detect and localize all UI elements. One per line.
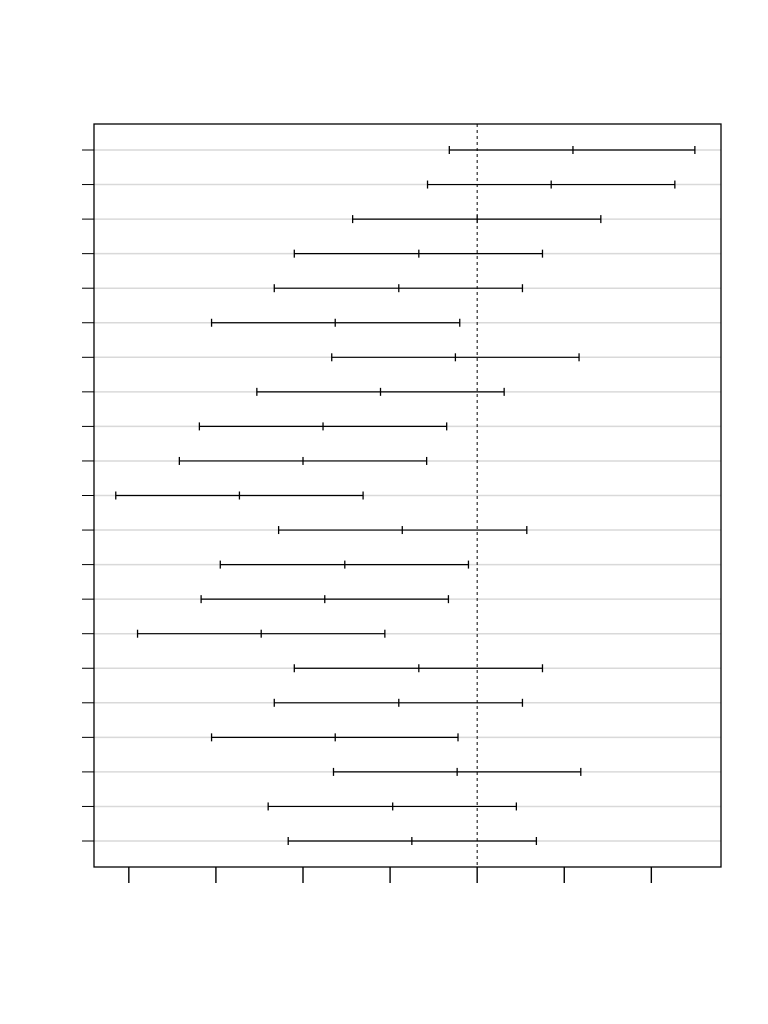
x-axis-ticks: [128, 867, 653, 883]
intervals: [115, 146, 696, 845]
y-axis-ticks: [82, 149, 94, 842]
